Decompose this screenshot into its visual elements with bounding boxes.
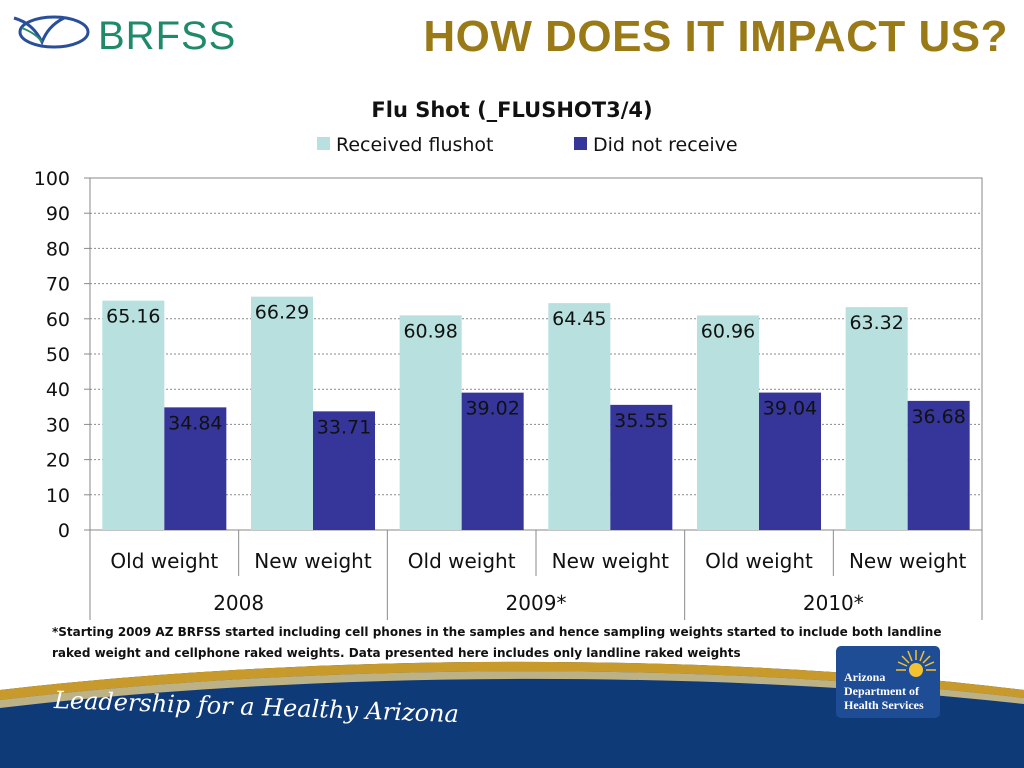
data-labels: 65.16 34.84 66.29 33.71 60.98 39.02 64.45 35.55… xyxy=(106,302,966,439)
y-tick-label: 80 xyxy=(46,238,70,260)
y-tick-label: 100 xyxy=(34,168,70,190)
bird-swoosh-icon xyxy=(13,15,90,49)
x-group-label: 2010* xyxy=(803,591,864,615)
badge-line-2: Department of xyxy=(844,684,919,698)
bar-received xyxy=(399,315,462,530)
bar-received xyxy=(697,315,759,530)
x-category-label: New weight xyxy=(552,549,670,573)
footnote: *Starting 2009 AZ BRFSS started includin… xyxy=(52,625,942,660)
data-label: 66.29 xyxy=(255,302,309,324)
bar-not-received xyxy=(759,392,821,530)
data-label: 34.84 xyxy=(168,412,222,434)
adhs-badge-text: Arizona Department of Health Services xyxy=(844,670,924,712)
gridlines xyxy=(90,177,982,496)
data-label: 64.45 xyxy=(552,308,606,330)
legend-item-received: Received flushot xyxy=(317,134,494,156)
adhs-badge: Arizona Department of Health Services xyxy=(836,646,940,718)
data-label: 35.55 xyxy=(614,410,668,432)
bar-not-received xyxy=(461,392,524,530)
x-group-label: 2008 xyxy=(213,591,264,615)
data-label: 60.98 xyxy=(403,320,457,342)
data-label: 63.32 xyxy=(849,312,903,334)
bar-received xyxy=(845,307,908,530)
y-tick-label: 90 xyxy=(46,203,70,225)
data-label: 60.96 xyxy=(701,320,755,342)
chart-legend: Received flushot Did not receive xyxy=(0,134,1024,160)
y-tick-label: 30 xyxy=(46,414,70,436)
bar-not-received xyxy=(164,407,227,530)
legend-swatch-not-received xyxy=(574,137,587,150)
bar-chart: 0 10 20 30 40 50 60 70 80 90 100 65.16 34.84 66.29 33… xyxy=(34,168,983,620)
page-title: HOW DOES IT IMPACT US? xyxy=(423,12,1008,61)
axes: 0 10 20 30 40 50 60 70 80 90 100 xyxy=(34,168,983,542)
badge-line-1: Arizona xyxy=(844,670,886,684)
data-label: 36.68 xyxy=(911,406,965,428)
sun-icon xyxy=(896,650,936,677)
data-label: 33.71 xyxy=(317,416,371,438)
data-label: 65.16 xyxy=(106,306,160,328)
legend-item-not-received: Did not receive xyxy=(574,134,738,156)
bar-received xyxy=(251,296,313,530)
header: BRFSS HOW DOES IT IMPACT US? xyxy=(0,0,1024,78)
y-tick-label: 20 xyxy=(46,450,70,472)
data-label: 39.02 xyxy=(465,398,519,420)
bar-not-received xyxy=(610,404,673,530)
bars xyxy=(102,296,970,530)
y-tick-label: 50 xyxy=(46,344,70,366)
y-tick-label: 60 xyxy=(46,309,70,331)
bar-received xyxy=(102,300,165,530)
chart-title: Flu Shot (_FLUSHOT3/4) xyxy=(371,98,653,122)
y-tick-label: 10 xyxy=(46,485,70,507)
brfss-logo: BRFSS xyxy=(6,8,256,58)
bar-not-received xyxy=(313,411,375,530)
y-tick-label: 0 xyxy=(58,520,70,542)
x-category-label: Old weight xyxy=(408,549,516,573)
data-label: 39.04 xyxy=(763,398,817,420)
y-tick-label: 70 xyxy=(46,274,70,296)
x-category-label: New weight xyxy=(849,549,967,573)
bar-not-received xyxy=(907,400,970,530)
legend-label-not-received: Did not receive xyxy=(593,134,738,156)
logo-text: BRFSS xyxy=(98,14,237,58)
bar-received xyxy=(548,303,611,530)
x-category-label: Old weight xyxy=(705,549,813,573)
x-category-label: Old weight xyxy=(110,549,218,573)
legend-swatch-received xyxy=(317,137,330,150)
y-tick-label: 40 xyxy=(46,379,70,401)
legend-label-received: Received flushot xyxy=(336,134,494,156)
badge-line-3: Health Services xyxy=(844,698,924,712)
footer-banner xyxy=(0,661,1024,768)
x-group-label: 2009* xyxy=(506,591,567,615)
x-axis-labels: Old weight New weight Old weight New weight… xyxy=(89,530,983,620)
x-category-label: New weight xyxy=(254,549,372,573)
